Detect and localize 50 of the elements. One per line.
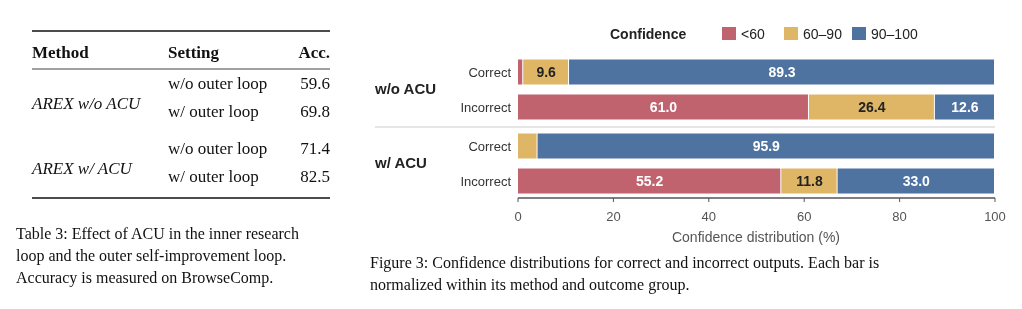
data-label: 95.9 [752,138,781,154]
data-label: 89.3 [768,64,796,80]
x-tick-label: 80 [892,209,907,224]
data-label: 82.5 [300,167,330,186]
text: AREX w/ ACU [31,159,134,178]
x-tick-label: 60 [796,209,812,224]
data-label: 9.6 [536,64,557,80]
y-tick-label: Incorrect [460,174,512,189]
x-tick-label: 0 [514,209,522,224]
y-tick-label: Correct [468,65,512,80]
category-label: w/o outer loop [168,139,268,158]
x-tick-label: 20 [606,209,621,224]
category-label: w/o outer loop [168,74,268,93]
data-label: 55.2 [636,173,664,189]
bar [537,133,994,159]
y-tick-label: Incorrect [460,100,512,115]
x-tick-label: 40 [701,209,717,224]
category-label: w/ outer loop [168,102,259,121]
text: w/ ACU [374,154,427,171]
bar [518,59,523,85]
caption: Figure 3: Confidence distributions for correct and incorrect outputs. Each bar is normalized within its method and outcome group. [370,254,880,294]
text: Method [32,43,90,62]
bar [518,133,537,159]
data-label: 26.4 [858,99,886,115]
text: w/o ACU [374,80,437,97]
bar [569,59,994,85]
y-tick-label: Correct [468,139,512,154]
data-label: 33.0 [902,173,931,189]
bar [837,168,994,194]
data-label: 61.0 [649,99,678,115]
data-label: 69.8 [300,102,330,121]
data-label: 12.6 [951,99,979,115]
caption: Table 3: Effect of ACU in the inner research loop and the outer self-improvement loop. Accuracy is measured on BrowseComp. [16,225,299,287]
legend-label: 90–100 [871,26,918,42]
text: AREX w/o ACU [31,94,143,113]
x-tick-label: 100 [984,209,1006,224]
x-axis-title: Confidence distribution (%) [671,229,841,245]
bar [781,168,837,194]
data-label: 59.6 [300,74,330,93]
data-label: 71.4 [300,139,331,158]
bar [518,168,781,194]
text: Acc. [298,43,330,62]
bar [518,94,808,120]
legend-label: 60–90 [803,26,843,42]
legend-title: Confidence [610,26,687,42]
legend-label: <60 [741,26,765,42]
category-label: w/ outer loop [168,167,259,186]
bar [808,94,934,120]
text: Setting [168,43,220,62]
data-label: 11.8 [796,173,823,189]
